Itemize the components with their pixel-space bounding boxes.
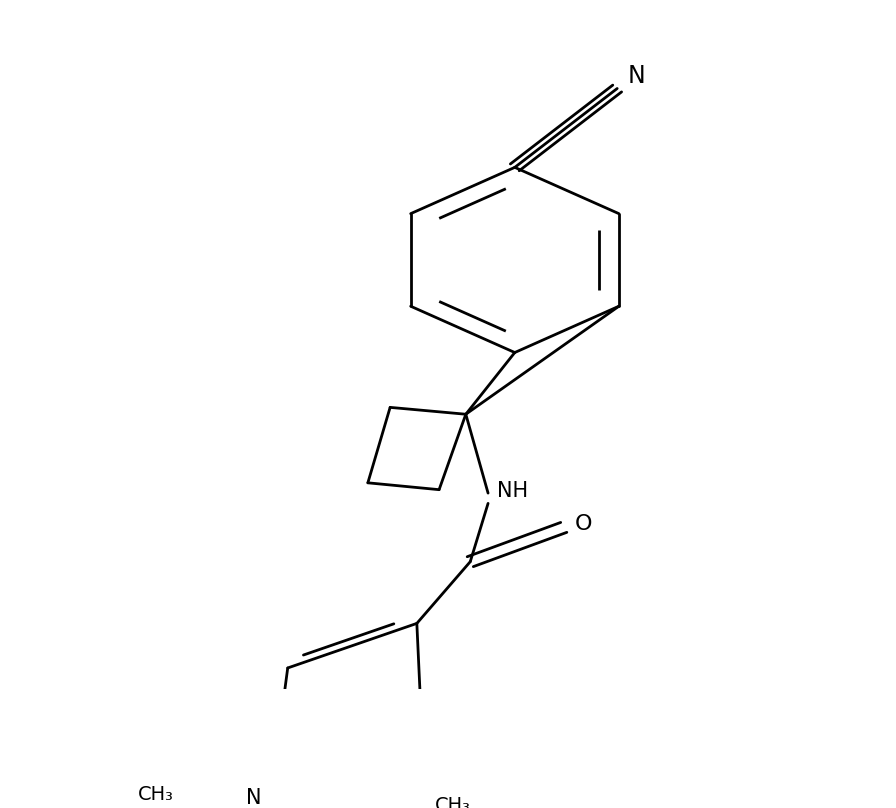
Text: CH₃: CH₃: [138, 785, 174, 804]
Text: O: O: [574, 514, 592, 534]
Text: N: N: [246, 789, 261, 808]
Text: N: N: [628, 64, 646, 88]
Text: NH: NH: [497, 481, 529, 501]
Text: CH₃: CH₃: [435, 796, 470, 808]
